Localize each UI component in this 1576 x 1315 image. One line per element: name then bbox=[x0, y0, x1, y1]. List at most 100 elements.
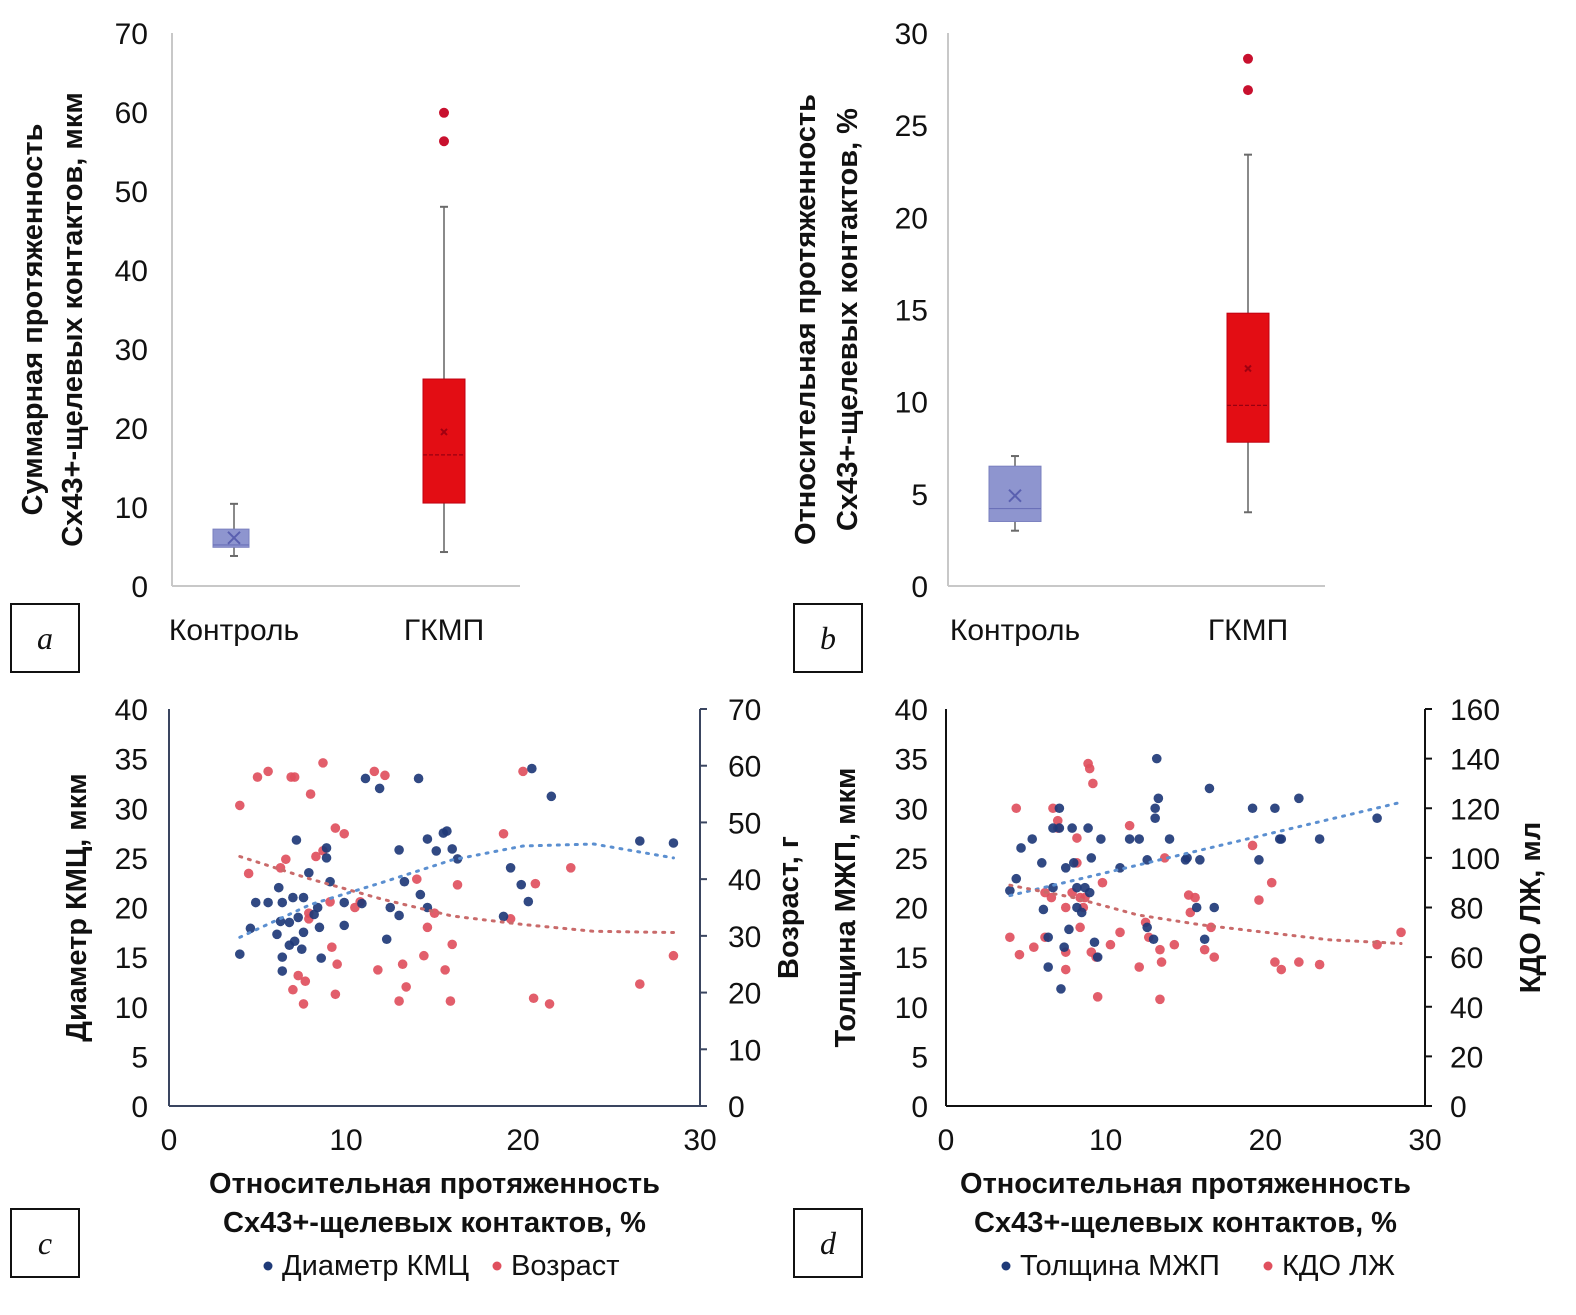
y2-tick-label: 40 bbox=[728, 864, 761, 897]
scatter-point bbox=[1105, 939, 1116, 950]
scatter-point bbox=[447, 939, 458, 950]
y-tick-label: 15 bbox=[895, 942, 928, 975]
scatter-point bbox=[263, 766, 273, 777]
x-tick-label: 0 bbox=[161, 1124, 178, 1157]
scatter-point bbox=[1124, 834, 1135, 844]
mean-marker bbox=[1244, 364, 1252, 373]
scatter-point bbox=[1075, 922, 1085, 933]
y-tick-label: 10 bbox=[895, 992, 928, 1025]
scatter-point bbox=[1151, 753, 1162, 764]
x-category-label: ГКМП bbox=[1208, 614, 1288, 647]
scatter-point bbox=[369, 766, 380, 777]
scatter-point bbox=[1156, 957, 1167, 967]
scatter-point bbox=[1314, 834, 1325, 844]
scatter-point bbox=[1276, 964, 1287, 975]
y2-tick-label: 30 bbox=[728, 921, 761, 954]
y2-tick-label: 160 bbox=[1450, 694, 1500, 727]
trendline-left bbox=[1008, 800, 1403, 898]
panel-label-text: a bbox=[37, 620, 53, 656]
scatter-point bbox=[1038, 904, 1049, 915]
scatter-point bbox=[399, 876, 410, 887]
scatter-point bbox=[1056, 984, 1066, 994]
scatter-point bbox=[1060, 902, 1071, 913]
y-tick-label: 0 bbox=[911, 1091, 928, 1124]
x-axis-title: Относительная протяженность bbox=[209, 1168, 660, 1200]
scatter-point bbox=[530, 878, 541, 889]
scatter-panel-d: 0 20 40 60 80 100 120 140 160 0 5 10 15 20 25 30 35 40 0 10… bbox=[830, 694, 1547, 1239]
scatter-point bbox=[288, 984, 298, 995]
y-tick-label: 35 bbox=[895, 744, 928, 777]
scatter-point bbox=[1190, 892, 1200, 903]
x-category-label: Контроль bbox=[169, 614, 299, 647]
y-tick-label: 30 bbox=[115, 793, 148, 826]
y2-tick-label: 60 bbox=[728, 751, 761, 784]
scatter-point bbox=[1294, 793, 1304, 804]
legend-marker bbox=[1001, 1261, 1011, 1271]
panel-label-a: a bbox=[10, 603, 80, 673]
y2-tick-label: 60 bbox=[1450, 942, 1483, 975]
box-iqr bbox=[422, 378, 466, 504]
legend-marker bbox=[263, 1261, 273, 1271]
x-tick-label: 10 bbox=[329, 1124, 362, 1157]
scatter-point bbox=[1294, 957, 1304, 967]
y2-tick-label: 10 bbox=[728, 1034, 761, 1067]
panel-label-d: d bbox=[793, 1208, 863, 1278]
scatter-point bbox=[327, 942, 337, 952]
panel-label-b: b bbox=[793, 603, 863, 673]
y-tick-label: 30 bbox=[115, 334, 148, 367]
legend-d: Толщина МЖП КДО ЛЖ bbox=[1001, 1250, 1395, 1282]
y-tick-label: 25 bbox=[115, 843, 148, 876]
scatter-point bbox=[312, 902, 323, 913]
scatter-point bbox=[523, 896, 534, 907]
scatter-point bbox=[1372, 813, 1382, 823]
scatter-point bbox=[440, 965, 450, 975]
scatter-point bbox=[1076, 907, 1087, 918]
box-control bbox=[988, 455, 1042, 532]
scatter-point bbox=[1067, 823, 1077, 833]
y-axis-title: Толщина МЖП, мкм bbox=[830, 767, 862, 1047]
scatter-point bbox=[1096, 834, 1106, 844]
scatter-point bbox=[311, 851, 321, 862]
y2-tick-label: 140 bbox=[1450, 744, 1500, 777]
scatter-point bbox=[263, 897, 273, 908]
y2-tick-label: 50 bbox=[728, 807, 761, 840]
scatter-point bbox=[1124, 820, 1135, 831]
scatter-point bbox=[332, 959, 342, 970]
scatter-point bbox=[415, 889, 426, 900]
y2-axis-title: КДО ЛЖ, мл bbox=[1515, 822, 1547, 994]
y-tick-label: 40 bbox=[115, 255, 148, 288]
scatter-point bbox=[293, 970, 304, 981]
scatter-point bbox=[1247, 840, 1258, 851]
y-tick-label: 60 bbox=[115, 97, 148, 130]
scatter-point bbox=[1054, 803, 1065, 814]
outlier-point bbox=[439, 136, 449, 147]
scatter-point bbox=[505, 863, 516, 873]
panel-label-text: c bbox=[38, 1225, 52, 1261]
scatter-point bbox=[1164, 834, 1175, 844]
scatter-point bbox=[235, 949, 245, 959]
scatter-point bbox=[1043, 962, 1053, 972]
scatter-point bbox=[273, 882, 284, 893]
scatter-point bbox=[1270, 803, 1280, 814]
y-tick-label: 20 bbox=[115, 893, 148, 926]
scatter-point bbox=[252, 772, 263, 782]
legend-label: КДО ЛЖ bbox=[1282, 1250, 1395, 1282]
scatter-point bbox=[422, 922, 433, 933]
y-tick-label: 0 bbox=[131, 1091, 148, 1124]
scatter-point bbox=[1059, 942, 1069, 952]
y-tick-label: 30 bbox=[895, 793, 928, 826]
scatter-point bbox=[330, 989, 341, 1000]
scatter-point bbox=[498, 828, 509, 839]
y-axis-title: Cx43+-щелевых контактов, мкм bbox=[57, 92, 89, 547]
scatter-point bbox=[1088, 778, 1098, 789]
scatter-point bbox=[289, 936, 300, 947]
scatter-point bbox=[668, 838, 679, 848]
y2-tick-label: 40 bbox=[1450, 992, 1483, 1025]
y-tick-label: 40 bbox=[115, 694, 148, 727]
y2-tick-label: 20 bbox=[1450, 1041, 1483, 1074]
scatter-point bbox=[339, 920, 350, 931]
scatter-point bbox=[431, 846, 442, 856]
scatter-point bbox=[1037, 858, 1047, 868]
scatter-point bbox=[293, 912, 304, 923]
scatter-point bbox=[1005, 932, 1015, 943]
